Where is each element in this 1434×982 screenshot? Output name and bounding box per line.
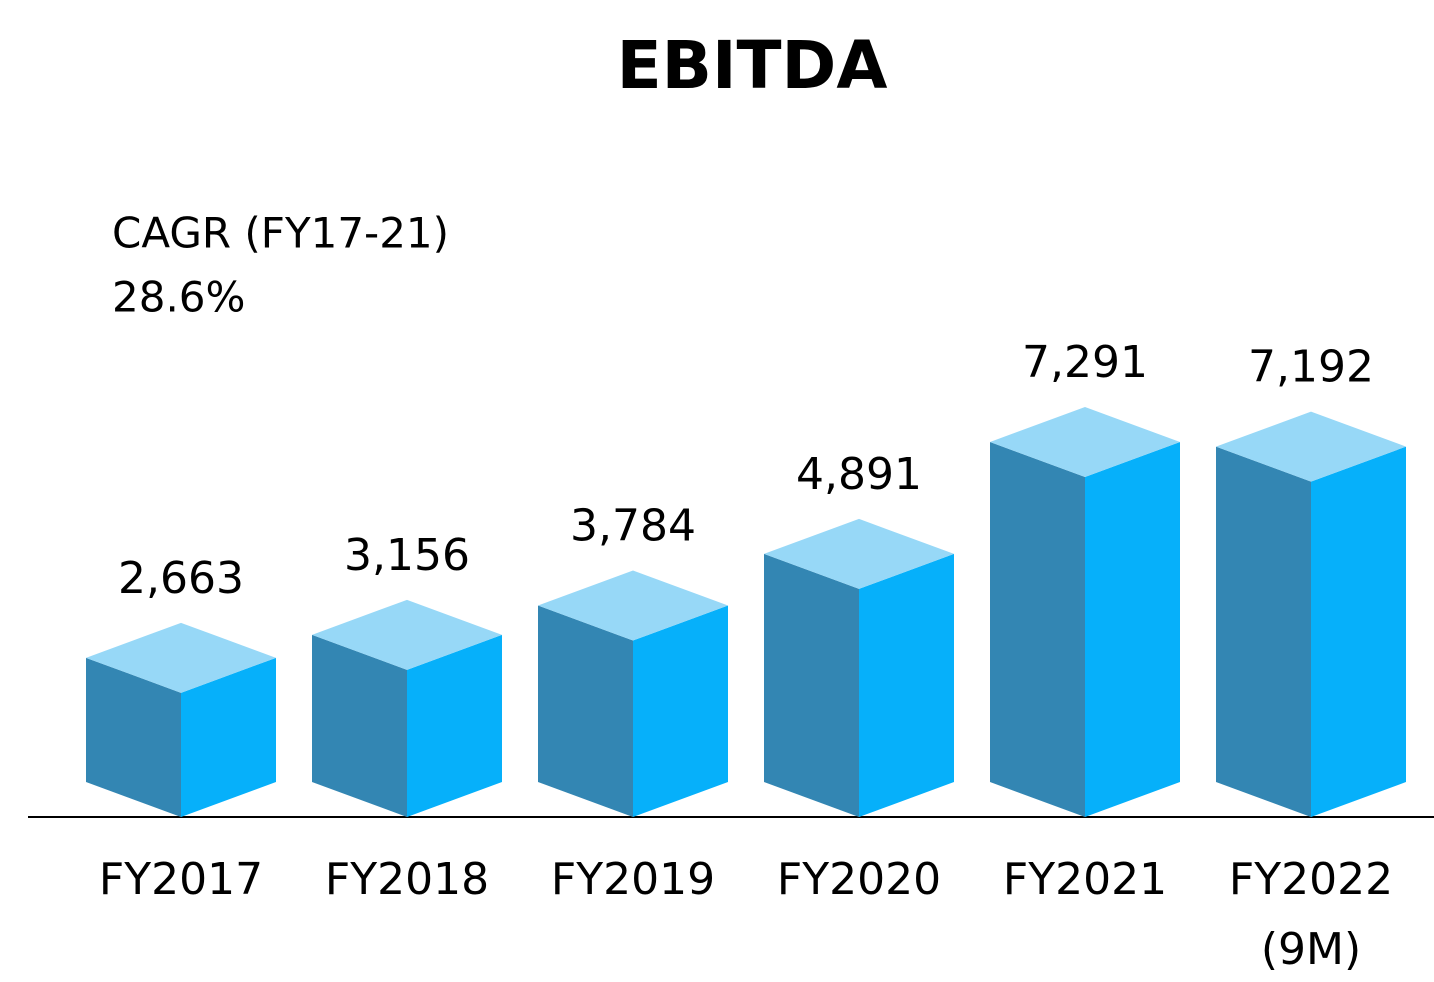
bar-left-face bbox=[312, 634, 407, 817]
bar-top-face bbox=[990, 407, 1180, 477]
bar-right-face bbox=[633, 605, 728, 817]
value-label: 7,291 bbox=[1022, 337, 1148, 388]
x-tick-label: FY2017 bbox=[99, 854, 263, 905]
bar-right-face bbox=[1311, 446, 1406, 817]
bar-right-face bbox=[1085, 442, 1180, 817]
bar-top-face bbox=[312, 599, 502, 670]
chart-title: EBITDA bbox=[617, 27, 888, 104]
value-label: 3,784 bbox=[570, 501, 696, 552]
bar-left-face bbox=[1216, 446, 1311, 817]
bar-top-face bbox=[86, 622, 276, 693]
bar-right-face bbox=[407, 634, 502, 817]
x-tick-label: FY2018 bbox=[325, 854, 489, 905]
bar-top-face bbox=[764, 518, 954, 589]
bar-left-face bbox=[538, 605, 633, 817]
value-label: 4,891 bbox=[796, 449, 922, 500]
x-tick-label: FY2019 bbox=[551, 854, 715, 905]
x-tick-label: FY2020 bbox=[777, 854, 941, 905]
bar-top-face bbox=[538, 570, 728, 641]
value-label: 7,192 bbox=[1248, 342, 1374, 393]
bar-left-face bbox=[990, 442, 1085, 817]
bar-right-face bbox=[859, 553, 954, 817]
value-label: 3,156 bbox=[344, 530, 470, 581]
bar-left-face bbox=[764, 553, 859, 817]
x-tick-label: FY2022 (9M) bbox=[1229, 854, 1393, 975]
bar-right-face bbox=[181, 657, 276, 817]
value-label: 2,663 bbox=[118, 553, 244, 604]
bar-left-face bbox=[86, 657, 181, 817]
bar-top-face bbox=[1216, 411, 1406, 482]
annotation: CAGR (FY17-21) bbox=[112, 209, 449, 258]
x-tick-label: FY2021 bbox=[1003, 854, 1167, 905]
annotation: 28.6% bbox=[112, 273, 245, 322]
